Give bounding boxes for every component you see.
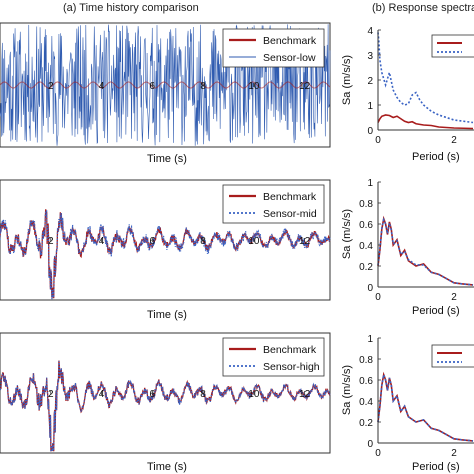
x-tick-label: 2 (451, 135, 457, 146)
x-axis-label: Time (s) (147, 153, 187, 165)
spectrum-sensor (377, 371, 474, 442)
legend-label-sensor: Sensor-low (263, 52, 316, 64)
x-tick-label: 0 (375, 448, 381, 459)
time-panel-high: 24681012 Time (s) Benchmark Sensor-high (0, 332, 331, 473)
y-tick-label: 1 (367, 178, 373, 189)
y-tick-label: 0 (367, 126, 373, 137)
x-axis-label: Time (s) (147, 461, 187, 473)
legend-box (222, 184, 325, 224)
x-tick-label: 2 (451, 448, 457, 459)
title-time-history: (a) Time history comparison (63, 2, 199, 14)
x-tick-label: 2 (451, 292, 457, 303)
legend: Benchmark Sensor-low (222, 28, 325, 68)
y-tick-label: 0 (367, 283, 373, 294)
series-sensor-low (0, 24, 331, 146)
y-axis-label: Sa (m/s/s) (341, 365, 353, 415)
series-sensor (0, 360, 331, 452)
y-tick-label: 0.4 (359, 241, 373, 252)
legend-label-benchmark: Benchmark (263, 35, 317, 47)
y-tick-label: 0.6 (359, 220, 373, 231)
y-tick-label: 1 (367, 334, 373, 345)
x-axis-label: Period (s) (412, 305, 460, 317)
y-tick-label: 0 (367, 439, 373, 450)
y-axis-label: Sa (m/s/s) (341, 55, 353, 105)
x-axis-label: Period (s) (412, 461, 460, 473)
legend-box (222, 28, 325, 68)
spectra-panel-high: 0 0.2 0.4 0.6 0.8 1 0 2 Period (s) Sa (m/s/s) (341, 334, 474, 473)
y-tick-label: 2 (367, 76, 373, 87)
x-axis-label: Time (s) (147, 309, 187, 321)
series-sensor (0, 209, 331, 300)
spectrum-sensor (377, 32, 474, 124)
legend-box (222, 337, 325, 377)
time-panel-mid: 24681012 Time (s) Benchmark Sensor-mid (0, 179, 331, 321)
spectra-panel-mid: 0 0.2 0.4 0.6 0.8 1 0 2 Period (s) Sa (m/s/s) (341, 178, 474, 317)
legend-label-sensor: Sensor-mid (263, 208, 317, 220)
x-tick-label: 0 (375, 135, 381, 146)
y-tick-label: 0.2 (359, 262, 373, 273)
series-benchmark (0, 81, 331, 89)
legend (431, 344, 474, 368)
x-tick-label: 0 (375, 292, 381, 303)
y-tick-label: 0.4 (359, 397, 373, 408)
spectrum-benchmark (377, 215, 474, 286)
legend-label-benchmark: Benchmark (263, 191, 317, 203)
y-axis-label: Sa (m/s/s) (341, 209, 353, 259)
title-response-spectra: (b) Response spectra (372, 2, 474, 14)
y-tick-label: 1 (367, 101, 373, 112)
y-tick-label: 0.8 (359, 199, 373, 210)
legend: Benchmark Sensor-high (222, 337, 325, 377)
spectrum-benchmark (377, 371, 474, 442)
legend-box (431, 34, 474, 58)
time-panel-low: 24681012 Time (s) Benchmark Sensor-low (0, 22, 331, 165)
legend: Benchmark Sensor-mid (222, 184, 325, 224)
spectrum-benchmark (377, 114, 474, 130)
spectrum-sensor (377, 217, 474, 286)
legend-label-sensor: Sensor-high (263, 361, 320, 373)
y-tick-label: 0.6 (359, 376, 373, 387)
spectra-panel-low: 0 1 2 3 4 0 2 Period (s) Sa (m/s/s) (341, 26, 474, 163)
y-tick-label: 0.8 (359, 355, 373, 366)
legend (431, 34, 474, 58)
y-tick-label: 4 (367, 26, 373, 37)
y-tick-label: 0.2 (359, 418, 373, 429)
x-axis-label: Period (s) (412, 151, 460, 163)
legend-label-benchmark: Benchmark (263, 344, 317, 356)
legend-box (431, 344, 474, 368)
y-tick-label: 3 (367, 51, 373, 62)
